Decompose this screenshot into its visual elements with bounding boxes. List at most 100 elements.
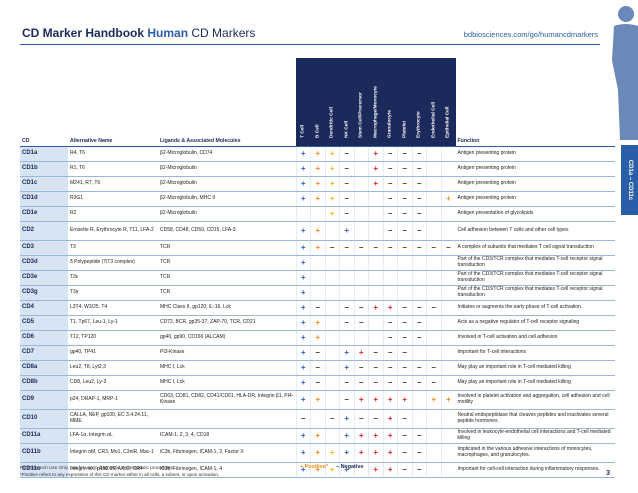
expression: + [324,443,340,463]
alt-name: L3T4, W3/25, T4 [68,300,158,316]
url: bdbiosciences.com/go/humancdmarkers [463,30,598,39]
expression: – [397,240,412,256]
legend-negative: – Negative [335,464,364,470]
alt-name: T3 [68,240,158,256]
table-row: CD8a Leu2, T8, Lyt2,3 MHC I, Lck + – + – – – – – – M… [20,360,615,376]
table-row: CD5 T1, Tp67, Leu-1, Ly-1 CD72, BCR, gp35-… [20,315,615,331]
alt-name: Leu2, T8, Lyt2,3 [68,360,158,376]
expression [324,375,340,391]
expression: – [382,345,398,361]
expression: – [339,315,354,331]
expression: – [339,375,354,391]
function: Antigen presenting protein [455,161,615,177]
expression: + [310,428,325,444]
function: May play an important role in T-cell med… [455,360,615,376]
expression: – [382,240,398,256]
expression: – [339,146,354,162]
footnote: *Positive refers to any expression of th… [20,472,220,477]
cd-name: CD1b [20,161,68,177]
column-header: Function [455,58,615,147]
expression: + [368,428,383,444]
expression: + [382,300,398,316]
expression [324,330,340,346]
table-row: CD11c Integrin αX, p150,95, AXb2, CR4 iC3b… [20,462,615,478]
alt-name: LFA-1α, Integrin αL [68,428,158,444]
expression [440,462,456,478]
ligands: gp40, gp90, CD166 (ALCAM) [158,330,296,346]
cell-type-label: B Cell [315,124,321,138]
table-row: CD3g T3γ TCR + Part of the CD3/TCR complex t… [20,285,615,301]
expression [426,409,441,429]
expression: + [295,345,311,361]
cell-type-header: Epithelial Cell [441,58,456,147]
table-row: CD1e R2 β2-Microglobulin + – – – – Antigen prese… [20,206,615,222]
alt-name: R3G1 [68,191,158,207]
table-row: CD2 Erosette R, Erythrocyte R, T11, LFA-2… [20,221,615,241]
expression [426,428,441,444]
column-header: CD [20,58,68,147]
expression: + [295,462,311,478]
expression: – [397,176,412,192]
title-tail: CD Markers [191,26,256,40]
expression [339,330,354,346]
expression [382,255,398,271]
footnotes: For Research Use Only. Not for use in di… [20,464,219,478]
expression [440,285,456,301]
expression: + [295,375,311,391]
table-row: CD11b Integrin αM, CR3, Mo1, C3niR, Mac-1… [20,443,615,463]
expression: + [295,255,311,271]
expression [353,176,369,192]
expression [440,315,456,331]
expression [397,255,412,271]
title: CD Marker Handbook Human CD Markers [22,26,255,40]
expression: + [382,390,398,410]
expression: – [411,146,427,162]
expression: + [295,300,311,316]
function: Antigen presenting protein [455,146,615,162]
legend-positive: + Positive* [300,464,328,470]
expression [411,255,427,271]
expression: + [353,390,369,410]
expression: + [310,315,325,331]
expression [440,221,456,241]
expression: – [382,330,398,346]
expression [440,330,456,346]
expression: – [397,146,412,162]
ligands: CD63, CD81, CD82, CD41/CD61, HLA-DR, Int… [158,390,296,410]
function: Antigen presentation of glycolipids [455,206,615,222]
expression: + [310,146,325,162]
expression: + [295,330,311,346]
expression: + [382,462,398,478]
cd-name: CD1a [20,146,68,162]
cd-name: CD3 [20,240,68,256]
ligands: MHC I, Lck [158,375,296,391]
expression [426,255,441,271]
expression: – [310,300,325,316]
expression [426,146,441,162]
expression: + [353,345,369,361]
function: Part of the CD3/TCR complex that mediate… [455,255,615,271]
expression [310,255,325,271]
expression: – [339,240,354,256]
expression [440,146,456,162]
marker-table: CD Alternative Name Ligands & Associated M… [20,58,615,478]
expression: – [397,409,412,429]
table-row: CD11a LFA-1α, Integrin αL ICAM-1, 2, 3, 4,… [20,428,615,444]
expression [411,285,427,301]
ligands: CD72, BCR, gp35-37, ZAP-70, TCR, CD21 [158,315,296,331]
expression: – [368,409,383,429]
cell-type-label: Erythrocyte [416,111,422,138]
expression: – [440,240,456,256]
cell-type-label: T Cell [300,124,306,138]
cell-type-header: Platelet [397,58,412,147]
expression [411,390,427,410]
expression: – [411,360,427,376]
alt-name: Integrin αX, p150,95, AXb2, CR4 [68,462,158,478]
expression [440,375,456,391]
ligands: TCR [158,240,296,256]
expression: + [295,360,311,376]
expression [324,315,340,331]
expression: + [368,176,383,192]
cell-type-label: Stem Cell/Precursor [358,92,364,138]
